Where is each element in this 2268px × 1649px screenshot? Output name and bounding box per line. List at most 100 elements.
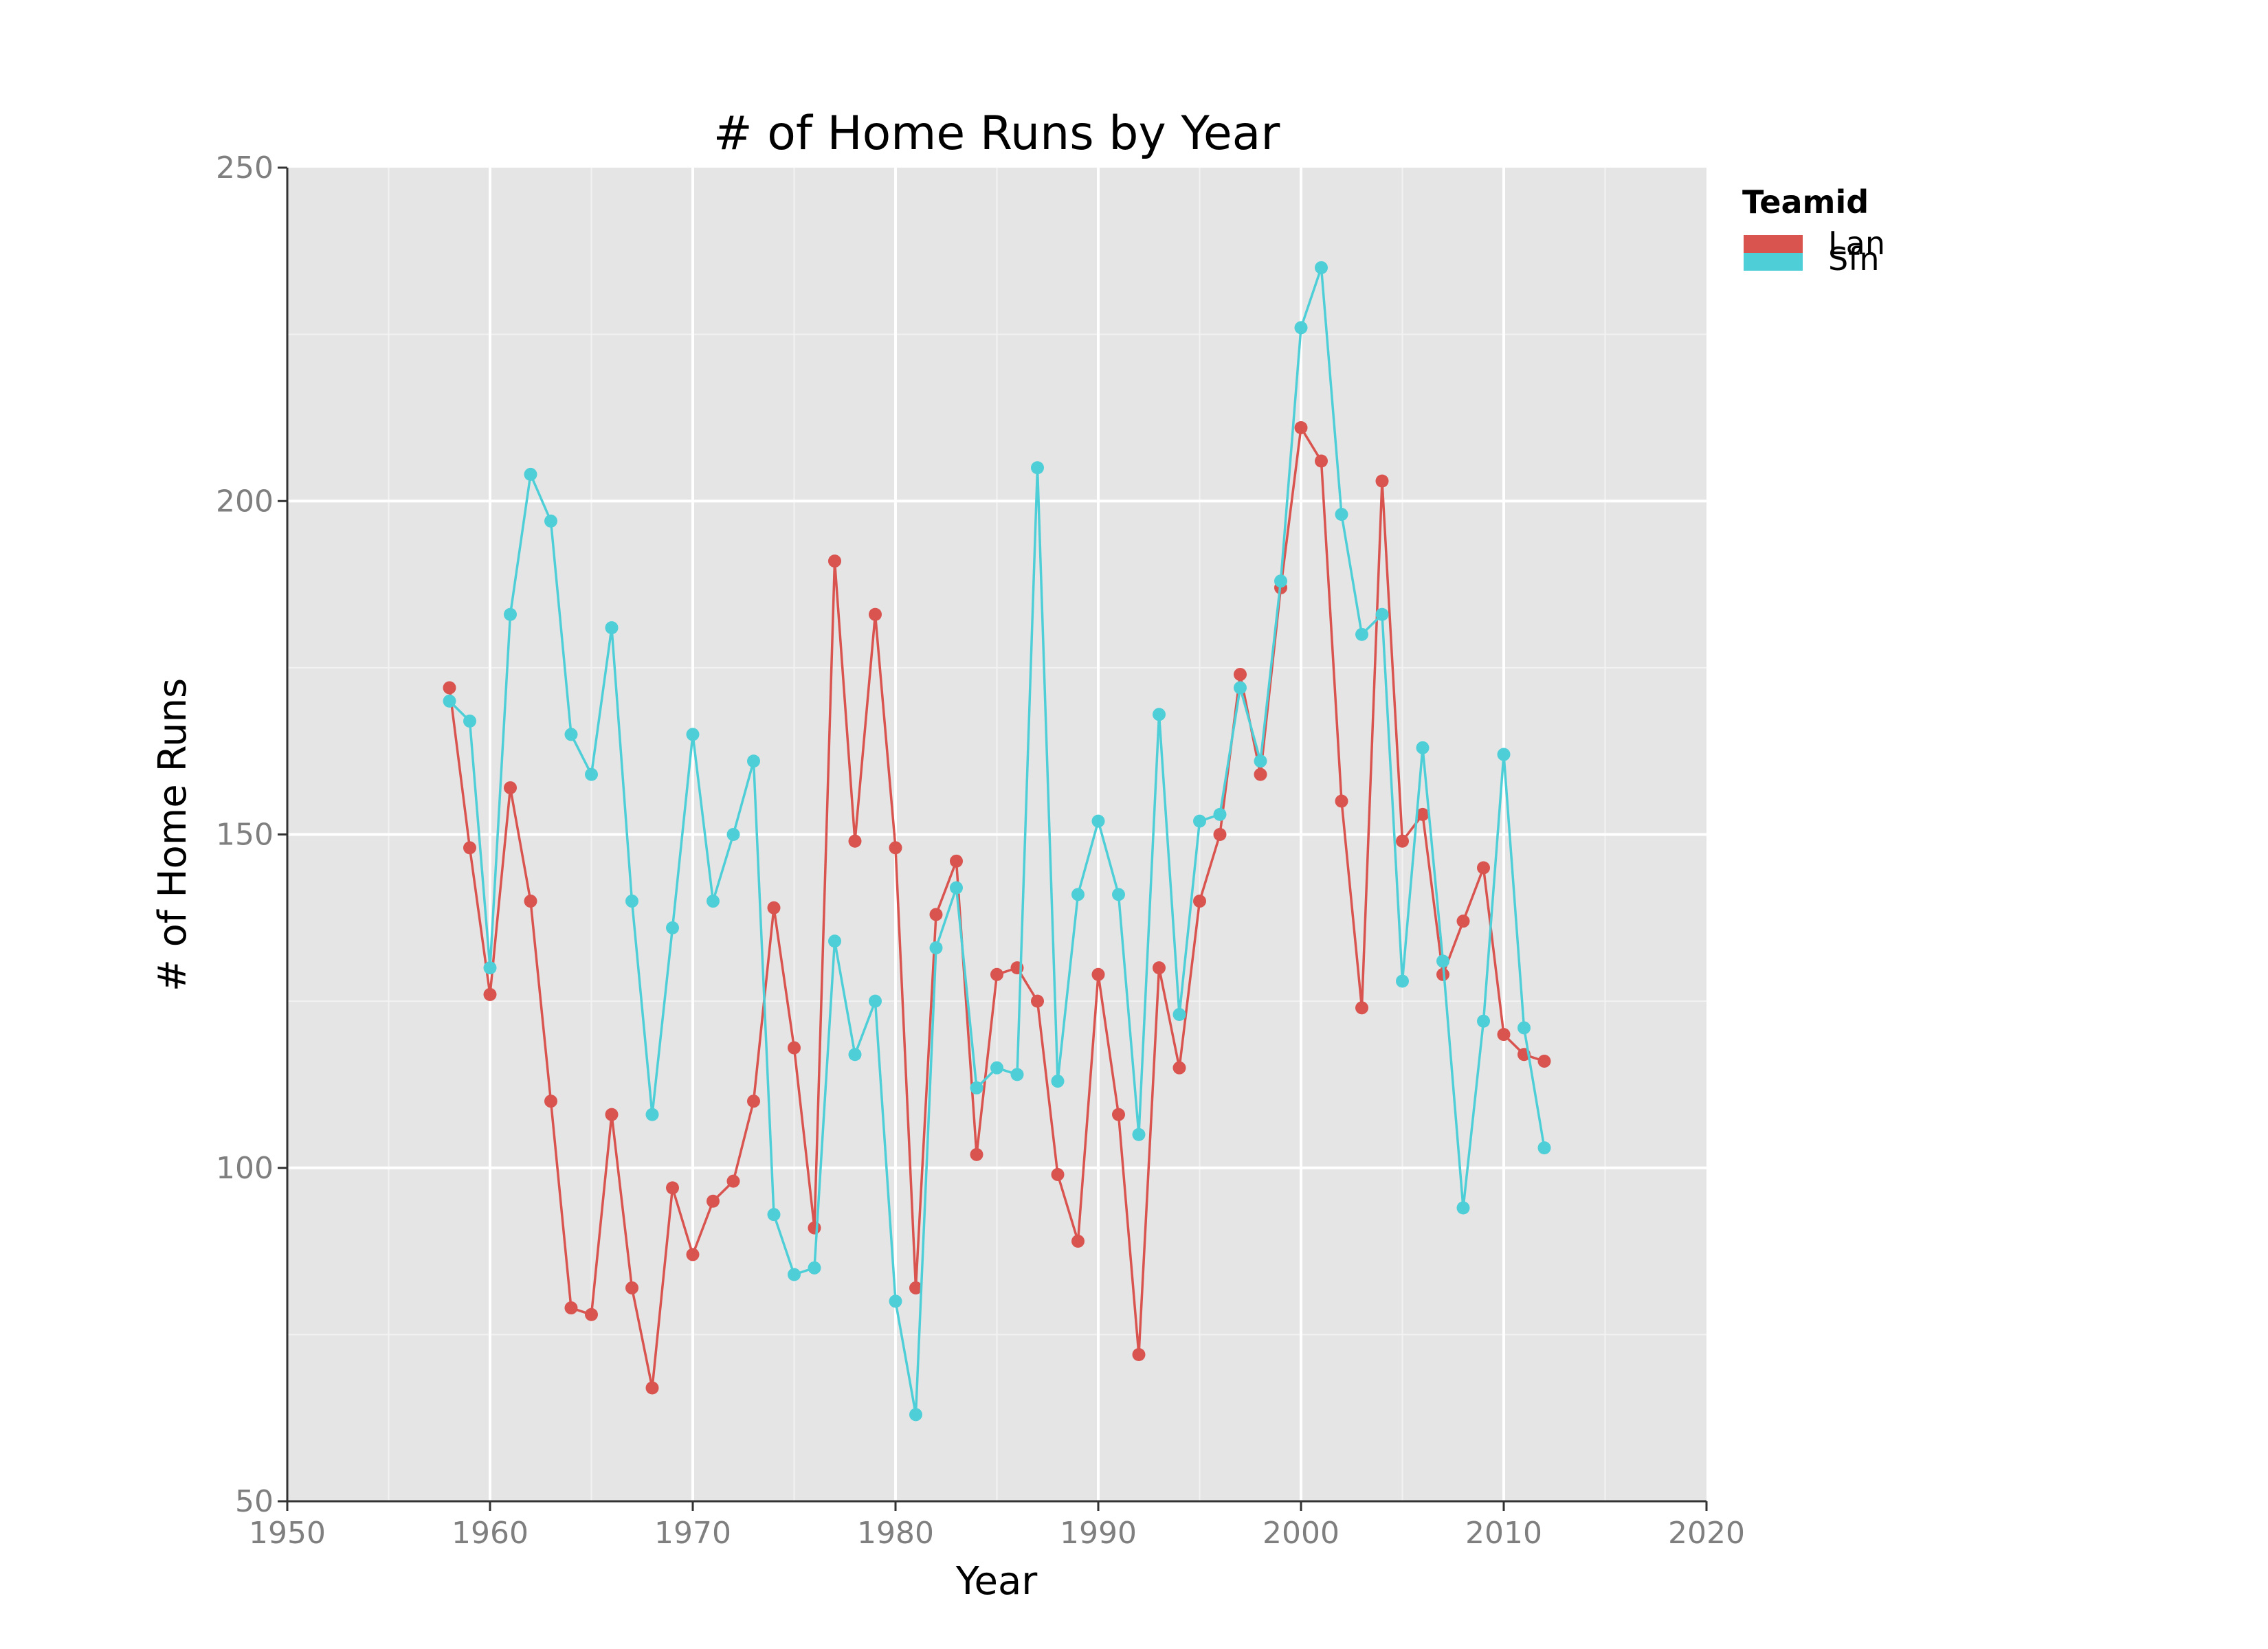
data-point-sfn: [564, 728, 578, 741]
data-point-sfn: [463, 715, 476, 728]
data-point-sfn: [970, 1081, 983, 1095]
data-point-sfn: [788, 1268, 801, 1281]
y-tick-label: 200: [216, 484, 274, 519]
data-point-sfn: [1497, 748, 1511, 761]
x-tick-label: 2000: [1263, 1516, 1339, 1551]
y-tick-label: 150: [216, 818, 274, 853]
data-point-lan: [1396, 834, 1409, 848]
data-point-sfn: [808, 1261, 821, 1275]
data-point-lan: [990, 967, 1003, 981]
data-point-sfn: [1051, 1075, 1065, 1088]
data-point-sfn: [990, 1061, 1003, 1075]
data-point-sfn: [686, 728, 700, 741]
data-point-sfn: [1477, 1014, 1490, 1028]
y-tick-label: 250: [216, 150, 274, 186]
data-point-lan: [1112, 1108, 1125, 1121]
data-point-sfn: [767, 1208, 781, 1222]
data-point-sfn: [483, 961, 497, 975]
data-point-sfn: [1112, 888, 1125, 901]
data-point-lan: [504, 781, 517, 795]
x-tick-label: 1950: [249, 1516, 326, 1551]
data-point-sfn: [1010, 1068, 1024, 1081]
legend-swatch-lan: [1744, 235, 1803, 253]
data-point-sfn: [1537, 1141, 1551, 1155]
data-point-lan: [625, 1281, 638, 1294]
x-tick-label: 1990: [1060, 1516, 1137, 1551]
data-point-sfn: [1396, 974, 1409, 988]
data-point-lan: [1153, 961, 1166, 975]
data-point-lan: [544, 1095, 557, 1108]
data-point-lan: [1477, 861, 1490, 875]
data-point-sfn: [1091, 814, 1105, 828]
data-point-sfn: [1456, 1201, 1470, 1215]
data-point-sfn: [1416, 741, 1430, 754]
data-point-sfn: [1193, 814, 1206, 828]
data-point-lan: [1355, 1001, 1368, 1015]
data-point-sfn: [1132, 1128, 1146, 1141]
data-point-sfn: [1335, 508, 1348, 521]
data-point-sfn: [524, 467, 537, 481]
data-point-lan: [909, 1281, 922, 1294]
legend-label-sfn: Sfn: [1828, 240, 1880, 278]
data-point-sfn: [645, 1108, 659, 1121]
data-point-sfn: [929, 941, 943, 954]
data-point-lan: [1234, 668, 1247, 682]
chart-title: # of Home Runs by Year: [713, 106, 1280, 161]
data-point-lan: [585, 1308, 598, 1321]
data-point-sfn: [869, 994, 882, 1008]
series-lan: [443, 420, 1551, 1395]
data-point-sfn: [1234, 681, 1247, 695]
x-axis-title: Year: [955, 1559, 1038, 1604]
data-point-sfn: [504, 607, 517, 621]
data-point-lan: [666, 1181, 679, 1195]
x-tick-label: 1980: [857, 1516, 934, 1551]
data-point-sfn: [1031, 461, 1044, 475]
data-point-lan: [848, 834, 862, 848]
data-point-lan: [707, 1194, 720, 1208]
y-axis-title: # of Home Runs: [151, 678, 195, 991]
data-point-sfn: [1375, 607, 1389, 621]
data-point-lan: [605, 1108, 619, 1121]
data-point-lan: [929, 908, 943, 921]
data-point-lan: [788, 1041, 801, 1055]
data-point-lan: [483, 987, 497, 1001]
legend-label-lan: Lan: [1828, 225, 1885, 262]
data-point-sfn: [1153, 708, 1166, 721]
x-tick-label: 2020: [1668, 1516, 1745, 1551]
data-point-sfn: [585, 767, 598, 781]
data-point-lan: [564, 1301, 578, 1315]
data-point-lan: [1375, 474, 1389, 488]
data-point-lan: [1193, 895, 1206, 908]
data-point-lan: [950, 854, 963, 868]
data-point-sfn: [909, 1408, 922, 1422]
data-point-sfn: [950, 881, 963, 895]
data-point-sfn: [666, 921, 679, 934]
data-point-sfn: [707, 895, 720, 908]
data-point-sfn: [726, 828, 740, 841]
data-point-sfn: [1355, 627, 1368, 641]
data-point-lan: [686, 1248, 700, 1261]
data-point-lan: [1031, 994, 1044, 1008]
data-point-sfn: [1517, 1021, 1531, 1035]
data-point-lan: [443, 681, 456, 695]
data-point-lan: [1254, 767, 1267, 781]
data-point-lan: [869, 607, 882, 621]
data-point-lan: [1172, 1061, 1186, 1075]
data-point-lan: [1294, 420, 1308, 434]
data-point-sfn: [1172, 1008, 1186, 1022]
data-point-sfn: [848, 1048, 862, 1062]
legend: Teamid Lan Sfn: [1742, 183, 1885, 278]
data-point-sfn: [747, 754, 760, 768]
data-point-lan: [1051, 1167, 1065, 1181]
data-point-lan: [1315, 454, 1328, 468]
data-point-sfn: [1294, 321, 1308, 335]
y-tick-label: 50: [235, 1484, 274, 1519]
data-point-lan: [524, 895, 537, 908]
data-point-sfn: [1254, 754, 1267, 768]
data-point-sfn: [1071, 888, 1085, 901]
legend-swatch-sfn: [1744, 253, 1803, 271]
data-point-lan: [889, 841, 902, 855]
data-point-sfn: [1213, 807, 1227, 821]
data-point-lan: [645, 1381, 659, 1395]
